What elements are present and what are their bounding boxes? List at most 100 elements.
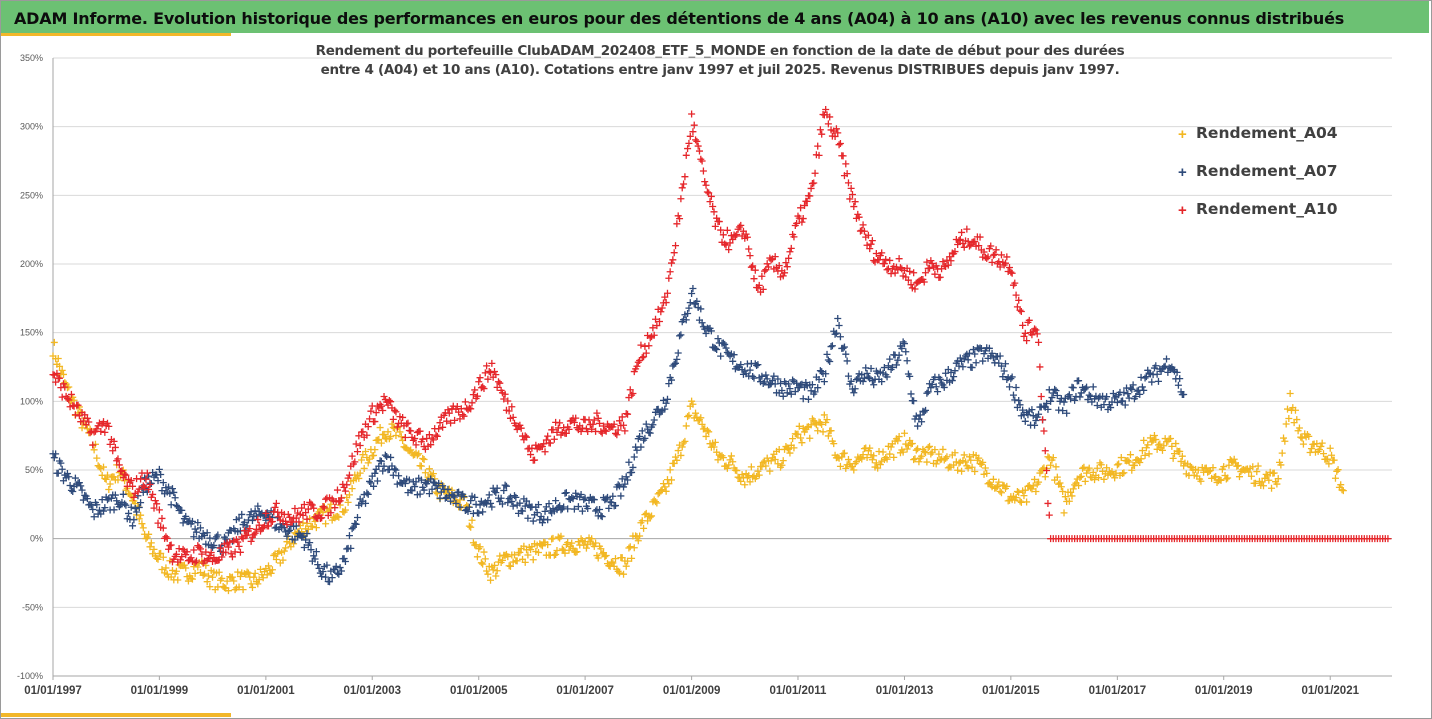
data-point-marker — [689, 285, 697, 293]
data-point-marker — [634, 358, 642, 366]
data-point-marker — [844, 179, 852, 187]
data-point-marker — [745, 245, 753, 253]
data-point-marker — [707, 327, 715, 335]
data-point-marker — [1028, 331, 1036, 339]
data-point-marker — [923, 458, 931, 466]
data-point-marker — [235, 583, 243, 591]
data-point-marker — [1068, 492, 1076, 500]
data-point-marker — [533, 509, 541, 517]
data-point-marker — [93, 454, 101, 462]
data-point-marker — [307, 546, 315, 554]
data-point-marker — [934, 388, 942, 396]
data-point-marker — [1071, 396, 1079, 404]
data-point-marker — [878, 378, 886, 386]
data-point-marker — [176, 556, 184, 564]
data-point-marker — [1007, 268, 1015, 276]
data-point-marker — [286, 526, 294, 534]
data-point-marker — [737, 221, 745, 229]
data-point-marker — [1037, 393, 1045, 401]
data-point-marker — [1284, 405, 1291, 413]
data-point-marker — [649, 324, 657, 332]
data-point-marker — [283, 521, 291, 529]
data-point-marker — [467, 405, 475, 413]
data-point-marker — [644, 425, 652, 433]
data-point-marker — [322, 495, 330, 503]
data-point-marker — [444, 485, 452, 493]
data-point-marker — [214, 557, 222, 565]
data-point-marker — [844, 372, 852, 380]
data-point-marker — [843, 170, 851, 178]
data-point-marker — [271, 503, 279, 511]
data-point-marker — [477, 559, 485, 567]
data-point-marker — [850, 466, 858, 474]
data-point-marker — [1235, 473, 1243, 481]
data-point-marker — [351, 520, 359, 528]
data-point-marker — [931, 446, 939, 454]
data-point-marker — [860, 227, 868, 235]
data-point-marker — [441, 494, 449, 502]
data-point-marker — [842, 160, 850, 168]
data-point-marker — [1052, 463, 1060, 471]
data-point-marker — [230, 577, 238, 585]
data-point-marker — [601, 426, 609, 434]
data-point-marker — [1043, 399, 1051, 407]
data-point-marker — [562, 429, 570, 437]
data-point-marker — [858, 455, 866, 463]
data-point-marker — [1326, 444, 1334, 452]
data-point-marker — [963, 225, 971, 233]
data-point-marker — [103, 419, 111, 427]
data-point-marker — [922, 406, 930, 414]
data-point-marker — [500, 487, 508, 495]
data-point-marker — [920, 408, 928, 416]
data-point-marker — [899, 448, 907, 456]
data-point-marker — [1172, 440, 1180, 448]
data-point-marker — [371, 469, 379, 477]
data-point-marker — [254, 502, 262, 510]
data-point-marker — [335, 513, 343, 521]
data-point-marker — [405, 476, 413, 484]
data-point-marker — [283, 532, 291, 540]
data-point-marker — [577, 490, 585, 498]
data-point-marker — [826, 113, 834, 121]
data-point-marker — [771, 253, 779, 261]
data-point-marker — [362, 448, 370, 456]
data-point-marker — [681, 173, 689, 181]
data-point-marker — [129, 482, 137, 490]
data-point-marker — [730, 351, 738, 359]
data-point-marker — [1178, 452, 1186, 460]
data-point-marker — [1337, 481, 1345, 489]
data-point-marker — [154, 519, 162, 527]
data-point-marker — [1253, 468, 1261, 476]
data-point-marker — [366, 477, 374, 485]
data-point-marker — [698, 420, 706, 428]
data-point-marker — [196, 524, 204, 532]
data-point-marker — [250, 531, 258, 539]
data-point-marker — [596, 419, 604, 427]
data-point-marker — [859, 221, 867, 229]
data-point-marker — [620, 421, 628, 429]
data-point-marker — [753, 362, 761, 370]
data-point-marker — [247, 537, 255, 545]
data-point-marker — [1307, 445, 1315, 453]
data-point-marker — [154, 555, 162, 563]
data-point-marker — [702, 432, 710, 440]
data-point-marker — [118, 467, 126, 475]
data-point-marker — [111, 443, 119, 451]
data-point-marker — [145, 530, 153, 538]
data-point-marker — [611, 555, 619, 563]
data-point-marker — [519, 507, 527, 515]
data-point-marker — [510, 551, 518, 559]
data-point-marker — [582, 544, 590, 552]
data-point-marker — [483, 567, 491, 575]
data-point-marker — [284, 528, 292, 536]
data-point-marker — [682, 151, 690, 159]
data-point-marker — [421, 469, 429, 477]
data-point-marker — [391, 406, 399, 414]
data-point-marker — [789, 435, 797, 443]
data-point-marker — [467, 523, 475, 531]
data-point-marker — [624, 557, 632, 565]
plus-marker-icon: + — [1178, 164, 1187, 181]
data-point-marker — [741, 481, 749, 489]
data-point-marker — [725, 461, 733, 469]
data-point-marker — [637, 443, 645, 451]
